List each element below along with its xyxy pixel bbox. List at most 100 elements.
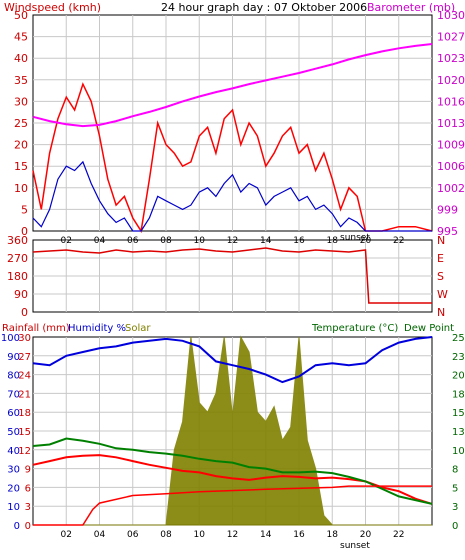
- rain-tick-label: 3: [25, 502, 31, 513]
- x-tick-label: 06: [127, 530, 139, 540]
- barometer-tick-label: 1002: [437, 182, 465, 195]
- temperature-header: Temperature (°C): [311, 323, 398, 334]
- windspeed-tick-label: 40: [14, 52, 28, 65]
- windspeed-tick-label: 35: [14, 74, 28, 87]
- direction-tick-label: 90: [14, 288, 28, 301]
- barometer-tick-label: 1009: [437, 139, 465, 152]
- barometer-tick-label: 1020: [437, 74, 465, 87]
- rain-tick-label: 15: [18, 427, 31, 438]
- solar-area: [33, 335, 432, 526]
- humidity-tick-label: 40: [7, 446, 20, 457]
- humidity-tick-label: 0: [14, 521, 20, 532]
- rain-tick-label: 6: [25, 483, 31, 494]
- humidity-line: [32, 336, 433, 384]
- temperature-tick-label: 15: [452, 408, 465, 419]
- compass-tick-label: E: [437, 252, 444, 265]
- panel2-series: [32, 247, 432, 304]
- windspeed-tick-label: 0: [21, 225, 28, 238]
- compass-tick-label: N: [437, 234, 445, 247]
- direction-tick-label: 360: [7, 234, 28, 247]
- windspeed-tick-label: 25: [14, 117, 28, 130]
- windspeed-tick-label: 15: [14, 160, 28, 173]
- windspeed-tick-label: 30: [14, 95, 28, 108]
- panel1-grid: [33, 15, 432, 231]
- rainfall-line: [33, 485, 432, 526]
- humidity-tick-label: 20: [7, 483, 20, 494]
- humidity-tick-label: 90: [7, 352, 20, 363]
- rainfall-header: Rainfall (mm): [2, 323, 70, 334]
- panel1-right-axis: 995 999 1002 1006 1009 1013 1016 1020 1023 1027 10…: [437, 9, 465, 238]
- dewpoint-line: [32, 437, 433, 505]
- panel3-rain-axis: 0 3 6 9 12 15 18 21 24 27 30: [18, 333, 31, 532]
- panel3-series: [32, 335, 433, 526]
- temperature-tick-label: 5: [452, 483, 458, 494]
- panel1-series: [32, 43, 433, 234]
- rain-tick-label: 18: [18, 408, 31, 419]
- humidity-tick-label: 80: [7, 371, 20, 382]
- direction-tick-label: 180: [7, 270, 28, 283]
- x-tick-label: 16: [293, 530, 305, 540]
- panel-wind-barometer: Windspeed (kmh) 24 hour graph day : 07 O…: [4, 1, 465, 246]
- humidity-tick-label: 10: [7, 502, 20, 513]
- x-tick-label: 22: [393, 530, 404, 540]
- barometer-tick-label: 1006: [437, 160, 465, 173]
- rain-tick-label: 0: [25, 521, 31, 532]
- direction-tick-label: 270: [7, 252, 28, 265]
- compass-tick-label: W: [437, 288, 448, 301]
- windspeed-tick-label: 10: [14, 182, 28, 195]
- temperature-tick-label: 18: [452, 389, 465, 400]
- rain-tick-label: 9: [25, 465, 31, 476]
- direction-tick-label: 0: [21, 306, 28, 319]
- compass-tick-label: S: [437, 270, 444, 283]
- windspeed-tick-label: 5: [21, 203, 28, 216]
- temperature-tick-label: 13: [452, 427, 465, 438]
- rain-tick-label: 24: [18, 371, 31, 382]
- windspeed-header: Windspeed (kmh): [4, 1, 101, 14]
- temperature-tick-label: 10: [452, 446, 465, 457]
- rain-tick-label: 21: [18, 389, 31, 400]
- humidity-tick-label: 60: [7, 408, 20, 419]
- x-tick-label: 14: [260, 530, 272, 540]
- humidity-tick-label: 30: [7, 465, 20, 476]
- wind-direction-line: [32, 247, 432, 304]
- graph-title: 24 hour graph day : 07 Oktober 2006: [161, 1, 367, 14]
- barometer-tick-label: 999: [437, 203, 458, 216]
- humidity-tick-label: 50: [7, 427, 20, 438]
- rain-tick-label: 27: [18, 352, 31, 363]
- windspeed-tick-label: 45: [14, 31, 28, 44]
- barometer-line: [32, 43, 433, 128]
- windspeed-tick-label: 50: [14, 9, 28, 22]
- x-tick-label: 04: [94, 530, 106, 540]
- temperature-tick-label: 23: [452, 352, 465, 363]
- panel1-left-axis: 0 5 10 15 20 25 30 35 40 45 50: [14, 9, 28, 238]
- windspeed-line: [32, 82, 433, 234]
- barometer-tick-label: 1016: [437, 95, 465, 108]
- panel3-humidity-axis: 0 10 20 30 40 50 60 70 80 90 100: [1, 333, 20, 532]
- rain-tick-label: 30: [18, 333, 31, 344]
- barometer-tick-label: 1023: [437, 52, 465, 65]
- temperature-tick-label: 3: [452, 502, 458, 513]
- rain-tick-label: 12: [18, 446, 31, 457]
- temperature-tick-label: 25: [452, 333, 465, 344]
- barometer-header: Barometer (mb): [367, 1, 455, 14]
- barometer-tick-label: 995: [437, 225, 458, 238]
- barometer-tick-label: 1030: [437, 9, 465, 22]
- x-tick-label: 12: [227, 530, 238, 540]
- x-tick-label: 20: [360, 530, 372, 540]
- temperature-tick-label: 0: [452, 521, 458, 532]
- x-tick-label: 08: [160, 530, 172, 540]
- humidity-header: Humidity %: [68, 323, 126, 334]
- panel2-grid: [33, 240, 432, 312]
- barometer-tick-label: 1027: [437, 31, 465, 44]
- temperature-tick-label: 8: [452, 465, 458, 476]
- dewpoint-header: Dew Point: [404, 323, 454, 334]
- panel2-left-axis: 0 90 180 270 360: [7, 234, 28, 319]
- temperature-tick-label: 20: [452, 371, 465, 382]
- solar-header: Solar: [125, 323, 151, 334]
- panel3-sunset-label: sunset: [340, 541, 370, 551]
- humidity-tick-label: 70: [7, 389, 20, 400]
- panel-humidity-temperature: Rainfall (mm) Humidity % Solar Temperatu…: [1, 323, 465, 551]
- humidity-tick-label: 100: [1, 333, 20, 344]
